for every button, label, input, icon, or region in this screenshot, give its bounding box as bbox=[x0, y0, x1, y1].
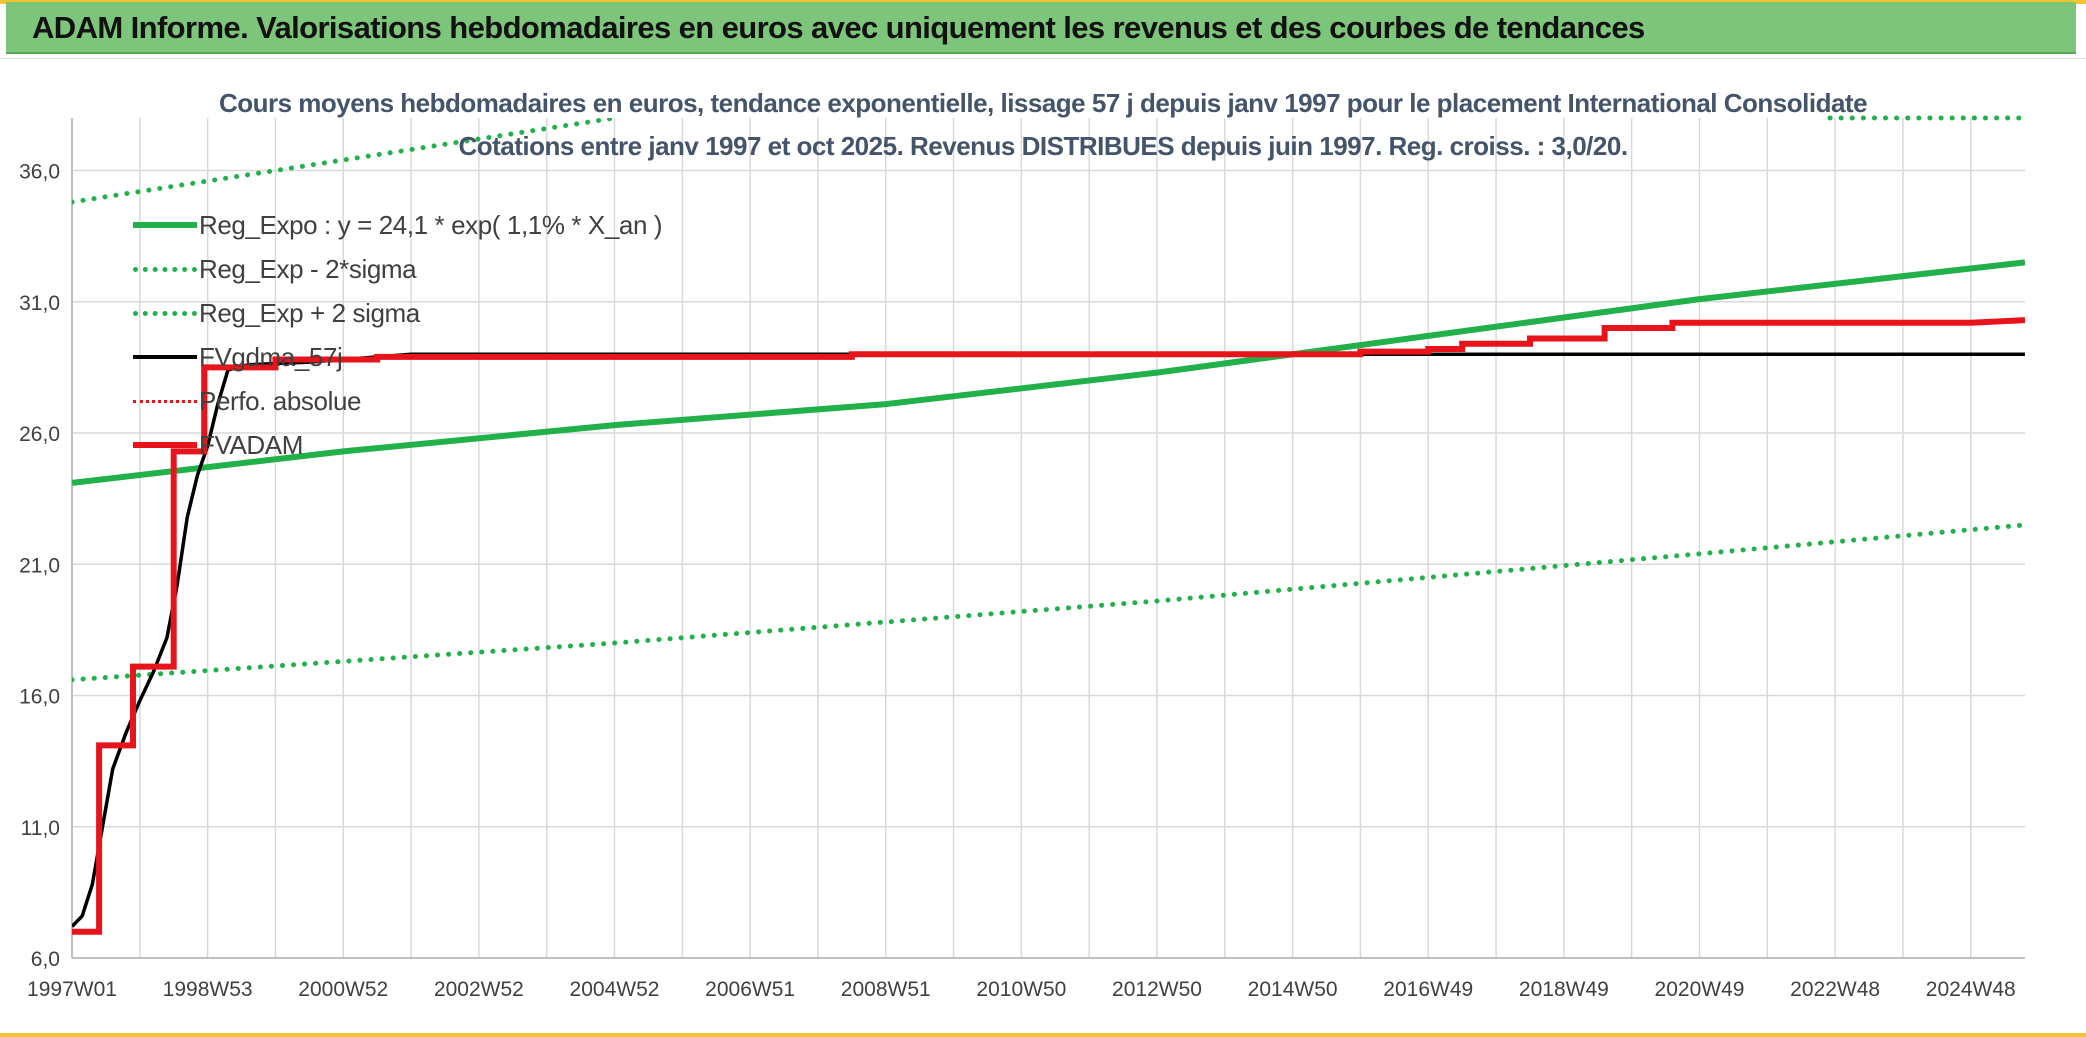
legend-swatch-dotted-red bbox=[133, 399, 197, 403]
series-layer bbox=[72, 115, 2028, 935]
legend-label: Reg_Exp - 2*sigma bbox=[199, 253, 417, 284]
x-tick-label: 2000W52 bbox=[298, 978, 388, 1001]
legend-swatch-dotted-green bbox=[133, 266, 197, 272]
y-tick-label: 26,0 bbox=[19, 423, 60, 446]
legend-item-reg-expo: Reg_Expo : y = 24,1 * exp( 1,1% * X_an ) bbox=[133, 203, 663, 247]
x-tick-label: 2010W50 bbox=[976, 978, 1066, 1001]
legend-label: FVADAM bbox=[199, 429, 304, 460]
chart-title: Cours moyens hebdomadaires en euros, ten… bbox=[218, 88, 1868, 118]
legend-label: Perfo. absolue bbox=[199, 385, 362, 416]
y-tick-label: 16,0 bbox=[19, 686, 60, 709]
legend-item-reg-exp-minus: Reg_Exp - 2*sigma bbox=[133, 247, 662, 291]
legend-swatch-solid-black bbox=[133, 355, 197, 359]
series-line-fvadam bbox=[72, 317, 2025, 935]
x-tick-label: 2014W50 bbox=[1248, 978, 1338, 1001]
x-tick-label: 2020W49 bbox=[1655, 978, 1745, 1001]
legend-swatch-dotted-green bbox=[133, 310, 197, 316]
grid-layer bbox=[71, 118, 2025, 959]
series-line-reg-expo-y-24-1-exp-1-1-x-an bbox=[72, 259, 2025, 486]
legend-item-perfo: Perfo. absolue bbox=[133, 379, 662, 423]
x-tick-label: 2018W49 bbox=[1519, 978, 1609, 1001]
chart-subtitle: Cotations entre janv 1997 et oct 2025. R… bbox=[458, 131, 1628, 161]
x-tick-label: 2006W51 bbox=[705, 978, 795, 1001]
legend-item-fvgdma: FVgdma_57j bbox=[133, 335, 662, 379]
x-tick-label: 2012W50 bbox=[1112, 978, 1202, 1001]
y-tick-label: 21,0 bbox=[19, 554, 60, 577]
series-line-fvgdma-57j bbox=[72, 352, 2025, 928]
chart-legend: Reg_Expo : y = 24,1 * exp( 1,1% * X_an )… bbox=[133, 203, 663, 467]
y-tick-label: 6,0 bbox=[31, 948, 60, 971]
header-banner: ADAM Informe. Valorisations hebdomadaire… bbox=[6, 2, 2076, 54]
legend-swatch-solid-red bbox=[133, 442, 197, 448]
x-tick-label: 2008W51 bbox=[841, 978, 931, 1001]
x-tick-label: 2002W52 bbox=[434, 978, 524, 1001]
legend-item-reg-exp-plus: Reg_Exp + 2 sigma bbox=[133, 291, 662, 335]
x-tick-label: 1997W01 bbox=[27, 978, 117, 1001]
bottom-accent-bar bbox=[0, 1033, 2086, 1037]
chart-frame bbox=[0, 58, 2086, 1034]
banner-title: ADAM Informe. Valorisations hebdomadaire… bbox=[32, 10, 1645, 45]
legend-label: Reg_Exp + 2 sigma bbox=[199, 297, 420, 328]
y-tick-label: 11,0 bbox=[21, 817, 60, 840]
x-tick-label: 2016W49 bbox=[1383, 978, 1473, 1001]
legend-label: Reg_Expo : y = 24,1 * exp( 1,1% * X_an ) bbox=[199, 209, 663, 240]
series-line-reg-exp-2-sigma bbox=[72, 118, 617, 205]
axis-layer: 6,0 11,0 16,0 21,0 26,0 31,0 36,0 1997W01 1998W5… bbox=[19, 118, 2025, 1001]
x-tick-label: 2024W48 bbox=[1926, 978, 2016, 1001]
x-tick-label: 1998W53 bbox=[163, 978, 253, 1001]
y-tick-label: 36,0 bbox=[19, 161, 60, 184]
legend-swatch-solid-green bbox=[133, 222, 197, 228]
series-line-reg-exp-2-sigma bbox=[72, 522, 2025, 683]
legend-label: FVgdma_57j bbox=[199, 341, 343, 372]
x-tick-label: 2022W48 bbox=[1790, 978, 1880, 1001]
y-tick-label: 31,0 bbox=[19, 292, 60, 315]
x-tick-label: 2004W52 bbox=[570, 978, 660, 1001]
legend-item-fvadam: FVADAM bbox=[133, 423, 662, 467]
